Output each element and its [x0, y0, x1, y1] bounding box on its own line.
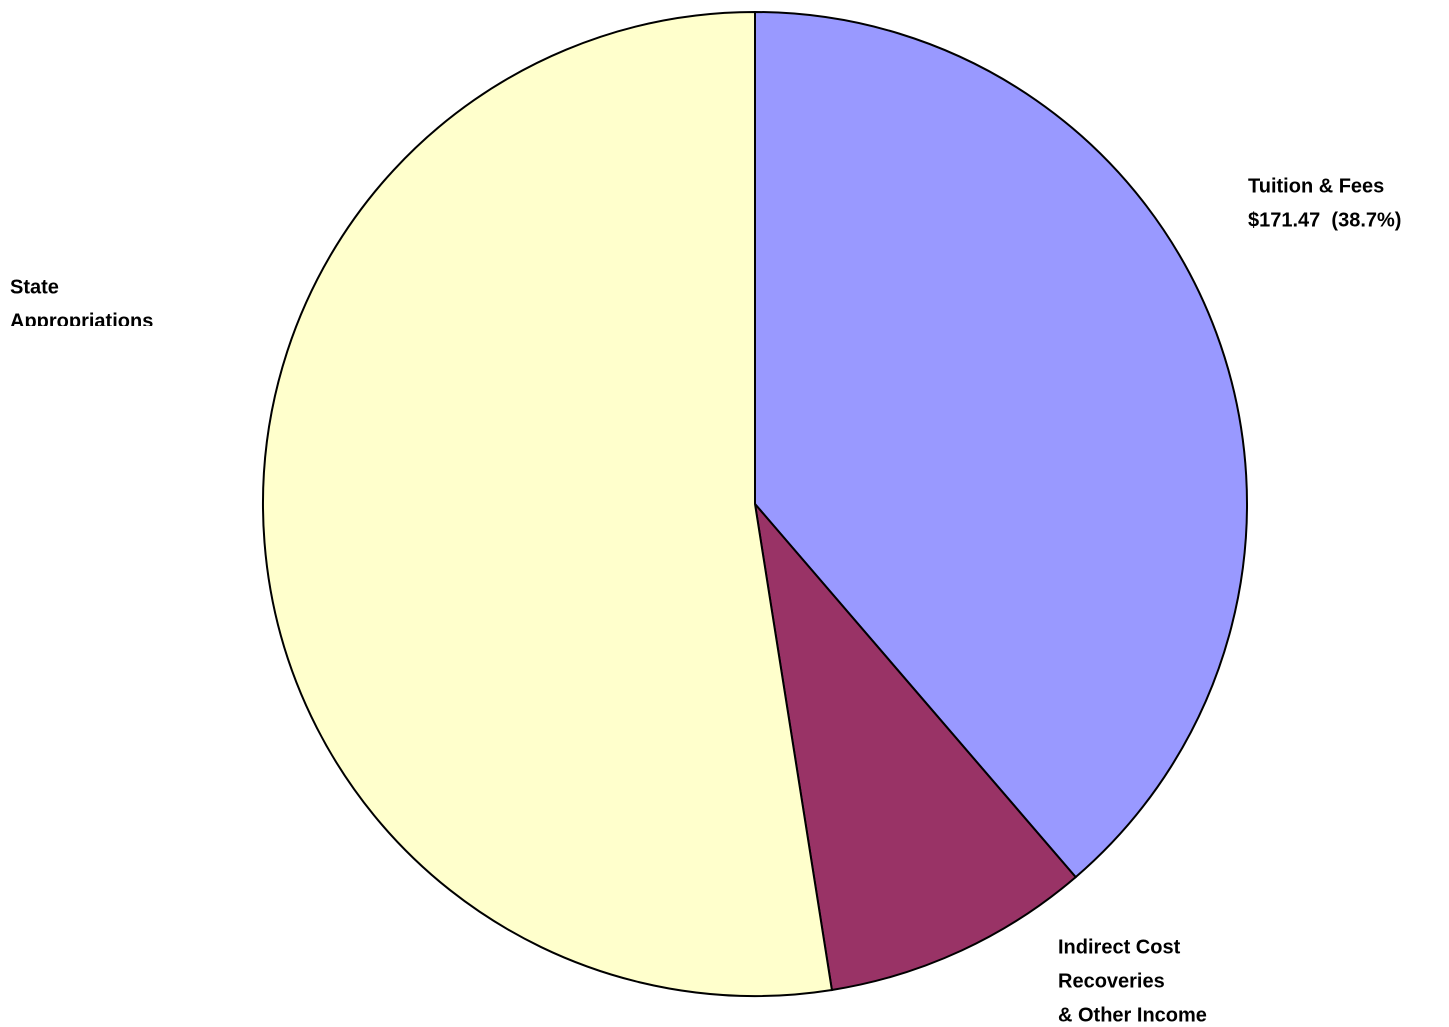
labels: Tuition & Fees $171.47 (38.7%) Indirect Co… — [10, 175, 1401, 1026]
pie — [262, 10, 1248, 997]
pie-slice — [262, 10, 834, 997]
category-label: Recoveries — [1058, 970, 1165, 992]
slice-label: Indirect Cost Recoveries & Other Income — [1058, 936, 1207, 1026]
category-label: State — [10, 276, 59, 298]
pie-slice — [753, 500, 1078, 992]
category-label: Tuition & Fees — [1248, 175, 1384, 197]
category-label: Appropriations — [10, 310, 153, 332]
pie-slice — [754, 10, 1248, 879]
value-label: $171.47 (38.7%) — [1248, 209, 1401, 231]
category-label: Indirect Cost — [1058, 936, 1181, 958]
slice-label: State Appropriations — [10, 276, 153, 332]
slice-label: Tuition & Fees $171.47 (38.7%) — [1248, 175, 1401, 231]
category-label: & Other Income — [1058, 1004, 1207, 1026]
